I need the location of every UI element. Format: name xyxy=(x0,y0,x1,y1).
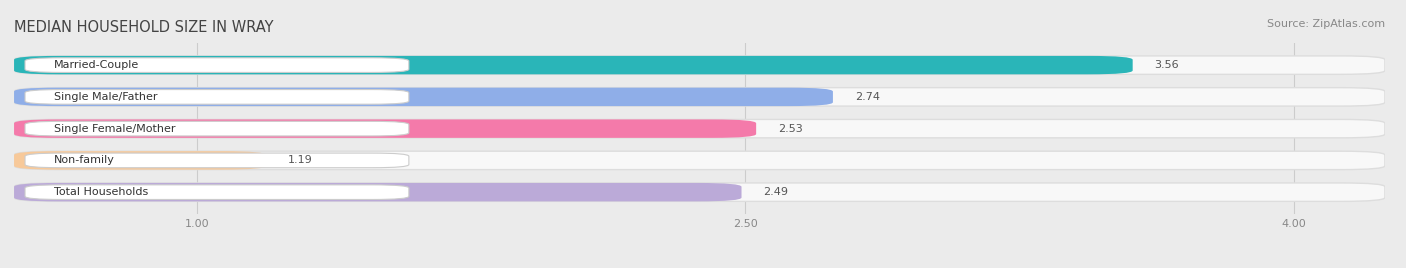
Text: Non-family: Non-family xyxy=(55,155,115,165)
FancyBboxPatch shape xyxy=(14,183,741,201)
FancyBboxPatch shape xyxy=(25,185,409,199)
FancyBboxPatch shape xyxy=(25,153,409,168)
Text: 2.53: 2.53 xyxy=(778,124,803,134)
Text: 2.74: 2.74 xyxy=(855,92,880,102)
FancyBboxPatch shape xyxy=(14,120,1385,138)
FancyBboxPatch shape xyxy=(14,151,1385,170)
FancyBboxPatch shape xyxy=(25,58,409,72)
FancyBboxPatch shape xyxy=(25,121,409,136)
Text: 2.49: 2.49 xyxy=(763,187,789,197)
FancyBboxPatch shape xyxy=(14,88,1385,106)
FancyBboxPatch shape xyxy=(14,56,1385,74)
Text: Single Female/Mother: Single Female/Mother xyxy=(55,124,176,134)
FancyBboxPatch shape xyxy=(25,90,409,104)
Text: 3.56: 3.56 xyxy=(1154,60,1180,70)
FancyBboxPatch shape xyxy=(14,120,756,138)
FancyBboxPatch shape xyxy=(14,151,266,170)
Text: Single Male/Father: Single Male/Father xyxy=(55,92,157,102)
FancyBboxPatch shape xyxy=(14,183,1385,201)
Text: MEDIAN HOUSEHOLD SIZE IN WRAY: MEDIAN HOUSEHOLD SIZE IN WRAY xyxy=(14,20,274,35)
Text: Source: ZipAtlas.com: Source: ZipAtlas.com xyxy=(1267,19,1385,29)
Text: Total Households: Total Households xyxy=(55,187,149,197)
Text: Married-Couple: Married-Couple xyxy=(55,60,139,70)
FancyBboxPatch shape xyxy=(14,88,832,106)
Text: 1.19: 1.19 xyxy=(288,155,314,165)
FancyBboxPatch shape xyxy=(14,56,1133,74)
